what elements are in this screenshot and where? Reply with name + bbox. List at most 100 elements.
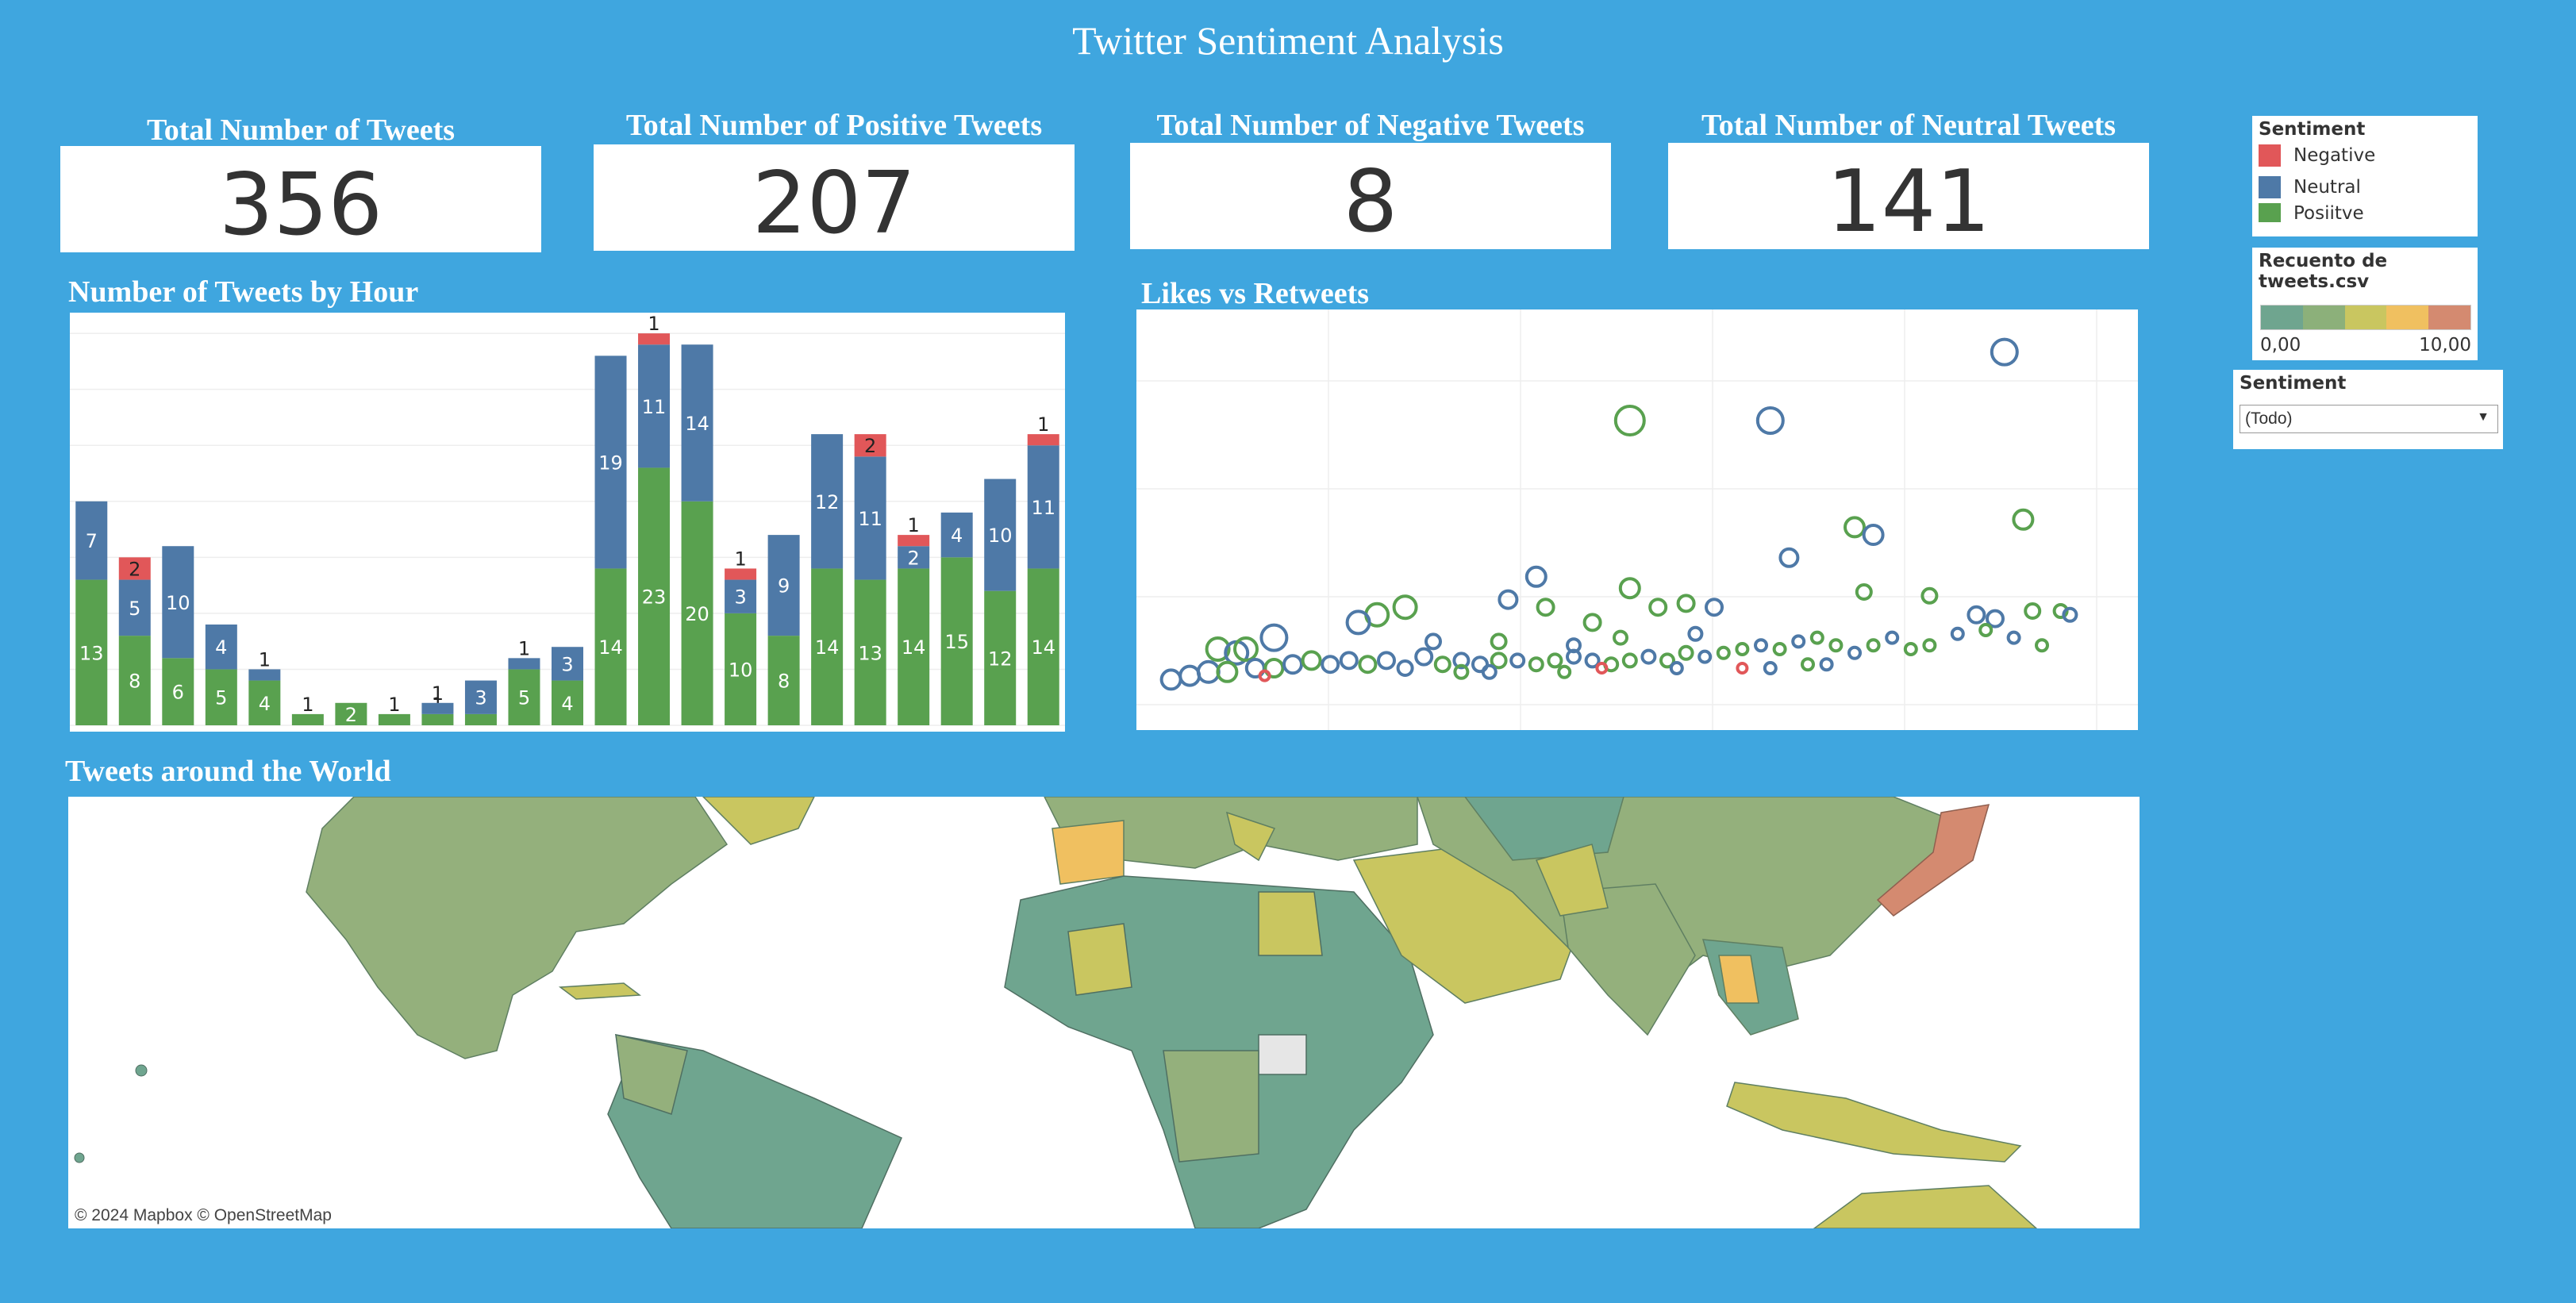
map-central-asia[interactable]: [1464, 797, 1624, 861]
scatter-point[interactable]: [1509, 652, 1526, 669]
bar-segment[interactable]: [984, 479, 1017, 591]
bar-segment[interactable]: [898, 546, 930, 569]
scatter-point[interactable]: [2012, 508, 2035, 531]
scatter-point[interactable]: [1844, 516, 1866, 539]
scatter-point[interactable]: [1536, 598, 1555, 617]
scatter-point[interactable]: [1669, 661, 1684, 675]
map-attribution[interactable]: © 2024 Mapbox © OpenStreetMap: [75, 1206, 332, 1225]
scatter-point[interactable]: [1659, 652, 1675, 669]
bar-segment[interactable]: [205, 669, 237, 725]
scatter-point[interactable]: [1453, 663, 1470, 680]
scatter-point[interactable]: [1196, 659, 1221, 684]
scatter-point[interactable]: [1490, 652, 1508, 670]
scatter-point[interactable]: [1582, 613, 1602, 632]
bar-segment[interactable]: [75, 501, 108, 580]
map-canada-east[interactable]: [702, 797, 815, 845]
bar-segment[interactable]: [162, 546, 194, 659]
scatter-point[interactable]: [1862, 524, 1885, 546]
scatter-point[interactable]: [1855, 583, 1873, 601]
bar-segment[interactable]: [378, 713, 410, 725]
scatter-point[interactable]: [1205, 636, 1231, 662]
map-pakistan[interactable]: [1535, 844, 1609, 917]
scatter-point[interactable]: [1528, 656, 1544, 673]
map-spain[interactable]: [1052, 820, 1125, 885]
scatter-point[interactable]: [1847, 645, 1862, 660]
scatter-point[interactable]: [1986, 609, 2005, 628]
scatter-point[interactable]: [1263, 658, 1285, 678]
scatter-point[interactable]: [1216, 660, 1239, 683]
scatter-point[interactable]: [1819, 657, 1834, 672]
scatter-point[interactable]: [1377, 651, 1396, 671]
bar-segment[interactable]: [291, 713, 324, 725]
scatter-point[interactable]: [1791, 634, 1806, 649]
scatter-point[interactable]: [1358, 655, 1378, 675]
bar-segment[interactable]: [854, 434, 886, 457]
bar-segment[interactable]: [118, 636, 151, 725]
legend-item-positive[interactable]: Posiitve: [2259, 203, 2478, 222]
map-caribbean[interactable]: [558, 982, 642, 1000]
map-thailand[interactable]: [1718, 955, 1759, 1004]
map-italy[interactable]: [1225, 811, 1276, 862]
bar-segment[interactable]: [638, 344, 671, 468]
scatter-point[interactable]: [1778, 547, 1800, 568]
scatter-point[interactable]: [1697, 649, 1713, 664]
bar-segment[interactable]: [1027, 434, 1059, 446]
map-central-africa[interactable]: [1163, 1050, 1259, 1163]
bar-segment[interactable]: [681, 501, 713, 725]
scatter-point[interactable]: [1613, 405, 1646, 436]
scatter-point[interactable]: [1481, 663, 1498, 680]
bar-segment[interactable]: [854, 579, 886, 725]
scatter-point[interactable]: [1922, 638, 1937, 653]
bar-segment[interactable]: [162, 658, 194, 725]
scatter-point[interactable]: [1978, 623, 1994, 637]
scatter-point[interactable]: [1920, 586, 1939, 605]
scatter-point[interactable]: [1736, 662, 1749, 675]
bar-segment[interactable]: [552, 647, 583, 681]
scatter-point[interactable]: [1282, 654, 1303, 675]
scatter-point[interactable]: [1233, 636, 1259, 662]
scatter-point[interactable]: [1618, 577, 1641, 600]
scatter-point[interactable]: [1557, 664, 1572, 679]
scatter-point[interactable]: [1755, 406, 1785, 435]
scatter-point[interactable]: [1828, 638, 1844, 653]
legend-item-neutral[interactable]: Neutral: [2259, 171, 2478, 203]
map-indonesia[interactable]: [1726, 1082, 2022, 1163]
scatter-point[interactable]: [1414, 647, 1434, 667]
bar-segment[interactable]: [205, 625, 237, 670]
bar-segment[interactable]: [118, 557, 151, 580]
bar-segment[interactable]: [118, 579, 151, 636]
world-map[interactable]: © 2024 Mapbox © OpenStreetMap: [68, 797, 2140, 1228]
map-colombia[interactable]: [615, 1034, 688, 1115]
map-south-sudan[interactable]: [1258, 1034, 1307, 1075]
bar-segment[interactable]: [854, 456, 886, 580]
scatter-point[interactable]: [1178, 664, 1201, 687]
scatter-point[interactable]: [1705, 598, 1724, 617]
bar-segment[interactable]: [594, 568, 627, 725]
bar-segment[interactable]: [594, 356, 627, 569]
scatter-point[interactable]: [1754, 638, 1768, 653]
bar-segment[interactable]: [638, 467, 671, 725]
map-india[interactable]: [1559, 883, 1696, 1036]
bar-segment[interactable]: [811, 434, 844, 569]
scatter-point[interactable]: [1159, 668, 1182, 691]
scatter-point[interactable]: [1772, 642, 1787, 656]
scatter-point[interactable]: [1258, 669, 1271, 682]
scatter-point[interactable]: [1716, 645, 1731, 660]
scatter-point[interactable]: [1621, 652, 1638, 669]
map-island-2[interactable]: [74, 1152, 85, 1163]
scatter-point[interactable]: [1687, 625, 1704, 642]
bar-segment[interactable]: [940, 512, 973, 558]
bar-segment[interactable]: [335, 702, 367, 725]
bar-segment[interactable]: [725, 568, 757, 580]
scatter-point[interactable]: [1763, 661, 1778, 675]
bar-segment[interactable]: [464, 680, 497, 714]
scatter-point[interactable]: [1339, 651, 1359, 671]
bar-segment[interactable]: [248, 669, 281, 681]
scatter-point[interactable]: [1547, 652, 1563, 669]
bar-segment[interactable]: [767, 636, 800, 725]
scatter-point[interactable]: [1676, 594, 1696, 613]
scatter-point[interactable]: [1885, 630, 1900, 645]
legend-item-negative[interactable]: Negative: [2259, 140, 2478, 171]
bar-segment[interactable]: [725, 579, 757, 613]
scatter-point[interactable]: [1396, 659, 1414, 677]
